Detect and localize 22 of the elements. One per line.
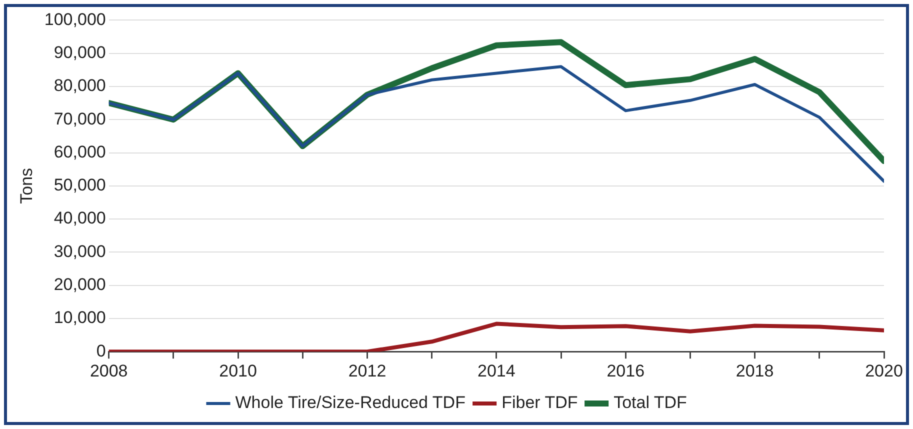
x-tick-label: 2008 (90, 361, 128, 380)
y-tick-label: 80,000 (54, 76, 106, 96)
y-tick-label: 100,000 (44, 10, 106, 29)
y-tick-label: 30,000 (54, 242, 106, 261)
x-tick-label: 2014 (478, 361, 516, 380)
x-tick-label: 2018 (736, 361, 774, 380)
x-tick-label: 2020 (865, 361, 903, 380)
legend-label: Fiber TDF (502, 393, 578, 412)
x-tick-label: 2012 (348, 361, 386, 380)
x-tick-label: 2016 (606, 361, 645, 380)
y-tick-label: 60,000 (54, 142, 106, 162)
y-tick-label: 70,000 (54, 109, 106, 128)
y-axis-title: Tons (16, 168, 36, 204)
y-tick-label: 40,000 (54, 208, 106, 228)
y-tick-label: 50,000 (54, 176, 106, 195)
legend-label: Whole Tire/Size-Reduced TDF (235, 393, 466, 412)
y-tick-label: 10,000 (54, 308, 106, 328)
y-tick-label: 0 (96, 341, 106, 360)
y-tick-label: 20,000 (54, 275, 106, 294)
x-tick-label: 2010 (219, 361, 257, 380)
y-tick-label: 90,000 (54, 43, 106, 62)
legend-label: Total TDF (614, 393, 687, 412)
